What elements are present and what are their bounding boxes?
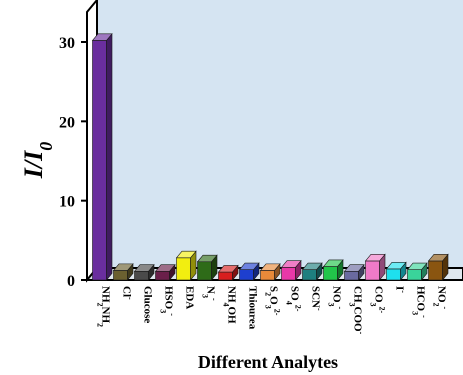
x-tick-label: Cl- <box>121 286 136 300</box>
x-tick-label: NH4OH <box>222 286 238 324</box>
x-tick-labels: NH2NH2 Cl- Glucose HSO3- EDA N3- NH4OH Thiourea… <box>96 286 450 335</box>
bar-front <box>281 267 296 281</box>
bar-front <box>365 260 380 281</box>
plot-frame <box>84 0 463 283</box>
y-tick-label: 0 <box>67 273 75 290</box>
bar <box>301 262 323 281</box>
bar-front <box>344 270 359 281</box>
bar-front <box>323 266 338 281</box>
x-tick-label: EDA <box>184 286 196 309</box>
x-tick-label: Thiourea <box>247 286 259 330</box>
bar-top <box>259 263 281 271</box>
bar <box>343 263 365 281</box>
x-axis-label: Different Analytes <box>198 352 338 372</box>
bar-front <box>239 269 254 281</box>
y-tick-label: 20 <box>59 114 75 131</box>
bar <box>280 259 302 281</box>
back-wall <box>97 0 463 268</box>
bars <box>91 32 449 281</box>
bar-front <box>407 269 422 281</box>
y-axis: 0 10 20 30 <box>59 35 87 290</box>
bar-front <box>197 261 212 281</box>
x-tick-label: SCN- <box>310 286 325 311</box>
x-tick-label: I- <box>394 286 409 293</box>
y-tick-label: 30 <box>59 35 75 52</box>
x-tick-label: N3- <box>201 286 219 301</box>
y-axis-label: I/I0 <box>19 142 56 179</box>
y-axis-label-main: I/I <box>19 150 48 179</box>
bar-top <box>154 264 176 272</box>
bar-front <box>218 271 233 281</box>
bar-top <box>196 254 218 263</box>
bar-top <box>364 254 386 262</box>
bar-top <box>175 250 197 259</box>
x-tick-label: HSO3- <box>159 286 177 316</box>
bar <box>385 261 407 281</box>
bar <box>322 259 344 281</box>
bar-front <box>176 257 191 281</box>
bar-front <box>386 268 401 281</box>
bar-front <box>302 269 317 281</box>
y-tick-label: 10 <box>59 194 75 211</box>
bar-top <box>238 262 260 270</box>
bar <box>196 254 218 281</box>
bar-front <box>113 270 128 281</box>
bar <box>175 250 197 281</box>
x-tick-label: CH3COO- <box>348 286 366 335</box>
x-tick-label: Glucose <box>142 286 154 323</box>
bar <box>238 262 260 281</box>
bar-top <box>343 264 365 272</box>
bar-front <box>260 270 275 281</box>
bar-top <box>301 262 323 270</box>
bar <box>217 264 239 281</box>
bar-top <box>112 263 134 271</box>
x-tick-label: CO32- <box>369 286 387 314</box>
bar-top <box>280 260 302 268</box>
bar <box>427 253 449 281</box>
x-tick-label: SO42- <box>285 286 303 312</box>
bar <box>154 263 176 281</box>
bar-front <box>428 260 443 281</box>
x-tick-label: HCO3- <box>411 286 429 318</box>
bar-top <box>217 265 239 273</box>
x-tick-label: NH2NH2 <box>96 286 112 327</box>
x-tick-label: NO2- <box>432 286 450 310</box>
bar <box>133 263 155 281</box>
bar <box>112 263 134 281</box>
bar-side <box>106 32 113 281</box>
bar-top <box>91 33 113 41</box>
bar-front <box>134 270 149 281</box>
bar <box>259 263 281 281</box>
x-tick-label: NO3- <box>327 286 345 310</box>
bar-front <box>155 270 170 281</box>
bar <box>91 32 113 281</box>
bar-top <box>427 254 449 262</box>
bar <box>406 262 428 281</box>
y-axis-label-sub: 0 <box>36 142 56 151</box>
bar-top <box>406 262 428 270</box>
bar <box>364 253 386 281</box>
bar-top <box>133 264 155 272</box>
bar-top <box>322 259 344 267</box>
bar-top <box>385 261 407 270</box>
bar-front <box>92 40 107 281</box>
x-tick-label: S2O32- <box>264 286 282 316</box>
